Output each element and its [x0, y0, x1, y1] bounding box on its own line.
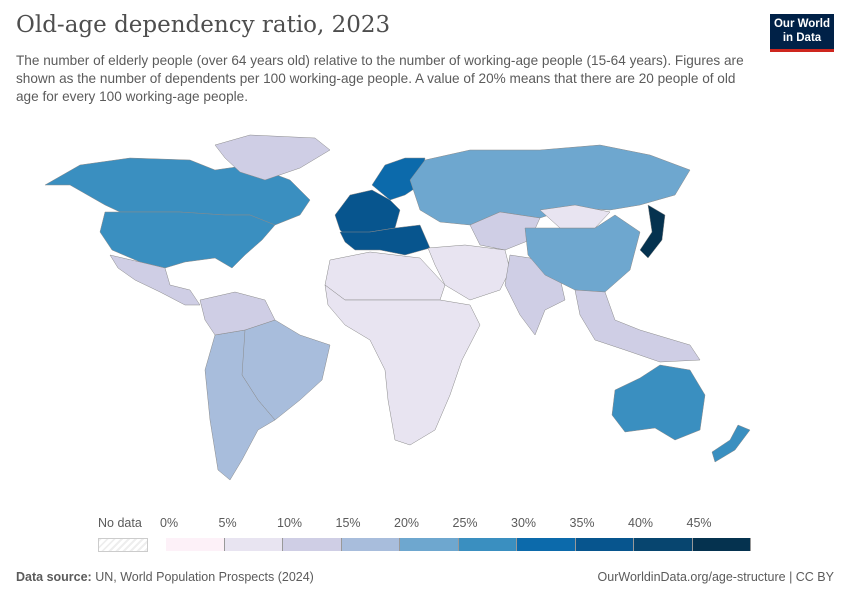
- owid-logo[interactable]: Our World in Data: [770, 14, 834, 52]
- legend-bin[interactable]: [400, 538, 459, 551]
- legend-tick-label: 25%: [452, 516, 478, 530]
- legend-bin[interactable]: [166, 538, 225, 551]
- legend-bin[interactable]: [575, 538, 634, 551]
- legend-tick-label: 0%: [160, 516, 179, 530]
- legend-bin[interactable]: [283, 538, 342, 551]
- logo-line-2: in Data: [782, 32, 822, 44]
- country-region-canada[interactable]: Canada: [44, 157, 311, 226]
- legend-no-data-label: No data: [98, 516, 142, 530]
- footer-url[interactable]: OurWorldinData.org/age-structure | CC BY: [597, 570, 834, 584]
- country-region-northern-south-america[interactable]: Northern South America: [199, 291, 276, 336]
- country-region-mongolia[interactable]: Mongolia: [539, 204, 611, 229]
- legend-tick-label: 35%: [569, 516, 595, 530]
- country-region-sub-saharan-africa[interactable]: Sub-Saharan Africa: [324, 284, 481, 446]
- legend-tick-label: 45%: [686, 516, 712, 530]
- legend-bin[interactable]: [224, 538, 283, 551]
- legend: No data 0% 5% 10% 15% 20% 25% 30% 35% 40% 45%: [0, 516, 850, 556]
- data-source: Data source: UN, World Population Prospe…: [16, 570, 314, 584]
- world-map: CanadaUnited States Greenland Mexico & Cen…: [44, 134, 751, 481]
- legend-bin[interactable]: [634, 538, 693, 551]
- legend-tick-label: 15%: [335, 516, 361, 530]
- legend-bin[interactable]: [692, 538, 751, 551]
- chart-title: Old-age dependency ratio, 2023: [16, 12, 391, 38]
- logo-line-1: Our World: [773, 18, 830, 30]
- legend-tick-label: 40%: [628, 516, 654, 530]
- legend-bin[interactable]: [517, 538, 576, 551]
- legend-bin[interactable]: [458, 538, 517, 551]
- source-text[interactable]: UN, World Population Prospects (2024): [95, 570, 314, 584]
- country-region-greenland[interactable]: Greenland: [214, 134, 331, 181]
- country-region-middle-east[interactable]: Middle East: [427, 244, 511, 301]
- legend-no-data-swatch: [98, 538, 148, 552]
- legend-tick-label: 5%: [218, 516, 237, 530]
- legend-bin[interactable]: [341, 538, 400, 551]
- chart-subtitle: The number of elderly people (over 64 ye…: [16, 53, 744, 104]
- country-region-new-zealand[interactable]: New Zealand: [711, 424, 751, 463]
- country-region-mexico-central-america[interactable]: Mexico & Central America: [109, 254, 201, 306]
- source-label: Data source:: [16, 570, 92, 584]
- country-region-australia[interactable]: Australia: [611, 364, 706, 441]
- country-region-southern-south-america[interactable]: Southern South America: [204, 329, 276, 481]
- country-region-japan[interactable]: Japan: [639, 204, 666, 259]
- country-region-southeast-asia[interactable]: Southeast Asia: [574, 289, 701, 363]
- country-region-russia[interactable]: Russia: [409, 144, 691, 226]
- country-region-united-states[interactable]: United States: [99, 211, 276, 269]
- legend-tick-label: 10%: [277, 516, 303, 530]
- legend-tick-label: 20%: [394, 516, 420, 530]
- country-region-southern-europe[interactable]: Southern Europe: [339, 224, 431, 256]
- country-region-north-africa[interactable]: North Africa: [324, 251, 446, 301]
- legend-tick-label: 30%: [511, 516, 537, 530]
